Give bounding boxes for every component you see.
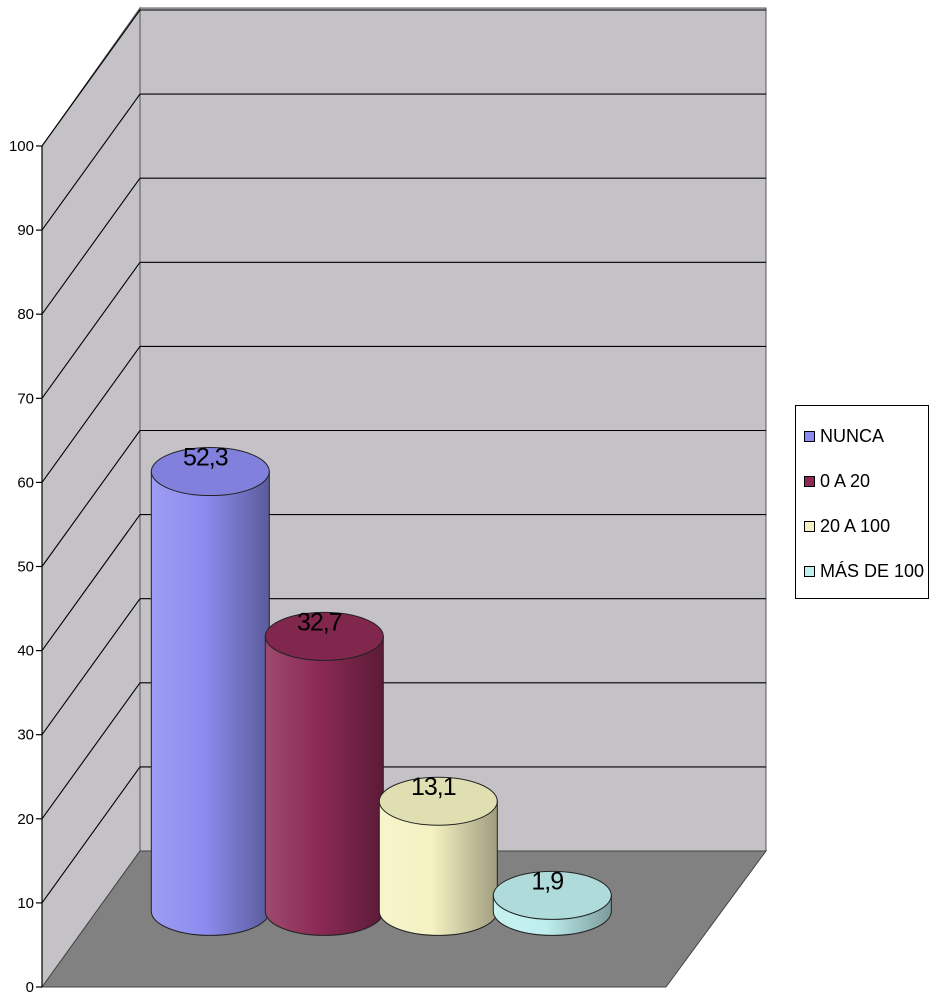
y-tick-label: 50 <box>17 559 34 576</box>
y-tick-label: 100 <box>9 138 34 155</box>
bar-top <box>378 776 498 826</box>
bars <box>150 447 612 936</box>
y-tick-label: 90 <box>17 222 34 239</box>
gridline-side <box>41 346 141 483</box>
gridline-side <box>41 682 141 820</box>
gridline-side <box>41 93 141 231</box>
legend: NUNCA 0 A 20 20 A 100 MÁS DE 100 <box>795 405 929 599</box>
bar-top <box>150 447 270 497</box>
legend-label: NUNCA <box>820 425 885 446</box>
bar-top <box>264 611 384 661</box>
bar-1 <box>150 447 270 936</box>
gridline-side <box>41 261 141 399</box>
gridline-side <box>41 514 141 651</box>
bar-body <box>378 800 498 936</box>
y-tick-label: 80 <box>17 306 34 323</box>
y-axis: 0 10 20 30 40 50 60 70 80 90 100 <box>9 138 43 994</box>
bar-4 <box>492 870 612 936</box>
legend-item-mas-de-100: MÁS DE 100 <box>804 556 924 586</box>
y-tick-label: 10 <box>17 895 34 912</box>
y-tick-label: 40 <box>17 643 34 660</box>
gridline-side <box>41 430 141 567</box>
legend-label: 0 A 20 <box>820 470 871 491</box>
data-label-3: 13,1 <box>411 773 456 801</box>
y-tick-label: 70 <box>17 390 34 407</box>
bar-body <box>264 635 384 936</box>
side-wall <box>41 6 141 989</box>
data-labels: 52,3 32,7 13,1 1,9 <box>183 444 564 896</box>
y-tick-label: 20 <box>17 811 34 828</box>
bar-2 <box>264 611 384 936</box>
legend-swatch <box>804 520 815 532</box>
legend-label: 20 A 100 <box>820 515 891 536</box>
gridline-side <box>41 9 141 147</box>
legend-swatch <box>804 430 815 442</box>
y-tick-label: 60 <box>17 474 34 491</box>
legend-item-nunca: NUNCA <box>804 421 884 451</box>
bar-top <box>492 870 612 920</box>
bar-body <box>150 471 270 936</box>
legend-swatch <box>804 475 815 487</box>
bar-3 <box>378 776 498 936</box>
legend-item-20-a-100: 20 A 100 <box>804 511 890 541</box>
legend-label: MÁS DE 100 <box>820 560 925 581</box>
y-tick-label: 30 <box>17 727 34 744</box>
data-label-2: 32,7 <box>297 608 342 636</box>
y-tick-label: 0 <box>26 979 34 994</box>
legend-item-0-a-20: 0 A 20 <box>804 466 870 496</box>
gridline-side <box>41 598 141 736</box>
data-label-4: 1,9 <box>531 867 563 895</box>
gridline-side <box>41 177 141 315</box>
data-label-1: 52,3 <box>183 444 228 472</box>
gridline-side <box>41 766 141 904</box>
legend-swatch <box>804 565 815 577</box>
